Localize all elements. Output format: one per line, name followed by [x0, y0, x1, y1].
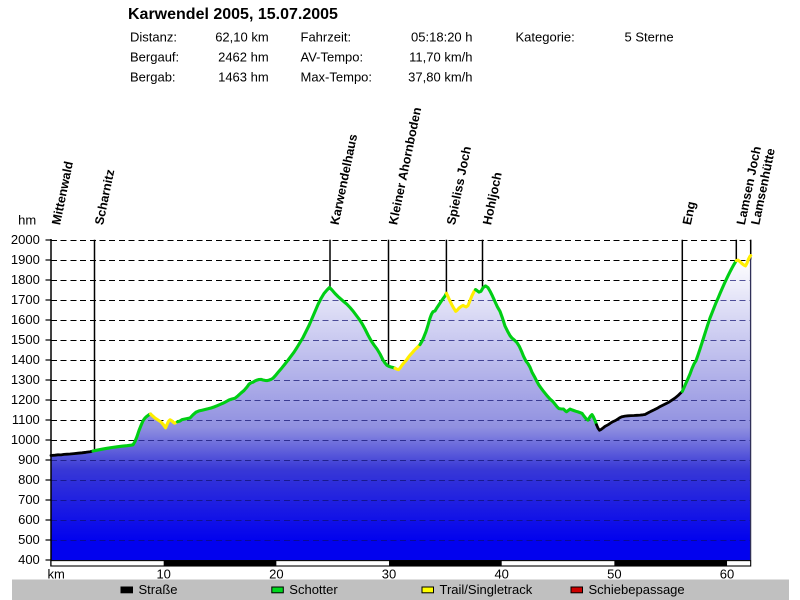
svg-text:5 Sterne: 5 Sterne: [625, 30, 674, 45]
svg-text:Schiebepassage: Schiebepassage: [589, 582, 685, 597]
svg-text:Eng: Eng: [680, 200, 698, 226]
svg-text:Bergauf:: Bergauf:: [130, 50, 179, 65]
svg-text:60: 60: [720, 567, 734, 582]
svg-text:05:18:20 h: 05:18:20 h: [411, 30, 472, 45]
svg-text:2000: 2000: [11, 232, 40, 247]
svg-text:1000: 1000: [11, 432, 40, 447]
svg-text:1600: 1600: [11, 312, 40, 327]
svg-text:Distanz:: Distanz:: [130, 30, 177, 45]
svg-text:Kategorie:: Kategorie:: [516, 30, 575, 45]
svg-text:1800: 1800: [11, 272, 40, 287]
svg-text:20: 20: [269, 567, 283, 582]
svg-text:30: 30: [382, 567, 396, 582]
svg-text:1300: 1300: [11, 372, 40, 387]
svg-text:62,10 km: 62,10 km: [215, 30, 268, 45]
svg-text:1463 hm: 1463 hm: [218, 70, 269, 85]
svg-text:km: km: [48, 567, 65, 582]
svg-text:Trail/Singletrack: Trail/Singletrack: [440, 582, 533, 597]
svg-text:800: 800: [18, 472, 40, 487]
svg-text:1100: 1100: [12, 412, 40, 427]
svg-text:40: 40: [494, 567, 508, 582]
svg-text:1400: 1400: [11, 352, 40, 367]
svg-text:Schotter: Schotter: [289, 582, 338, 597]
svg-text:AV-Tempo:: AV-Tempo:: [301, 50, 364, 65]
svg-text:400: 400: [18, 552, 40, 567]
svg-text:1900: 1900: [11, 252, 40, 267]
svg-text:10: 10: [156, 567, 170, 582]
svg-text:500: 500: [18, 532, 40, 547]
svg-text:1700: 1700: [11, 292, 40, 307]
svg-text:11,70 km/h: 11,70 km/h: [409, 50, 472, 65]
svg-text:1500: 1500: [11, 332, 40, 347]
svg-text:1200: 1200: [11, 392, 40, 407]
svg-text:Fahrzeit:: Fahrzeit:: [301, 30, 352, 45]
svg-text:Max-Tempo:: Max-Tempo:: [301, 70, 373, 85]
svg-text:Karwendel 2005, 15.07.2005: Karwendel 2005, 15.07.2005: [128, 6, 338, 23]
svg-text:hm: hm: [18, 213, 36, 228]
svg-text:2462 hm: 2462 hm: [218, 50, 269, 65]
svg-text:Bergab:: Bergab:: [130, 70, 176, 85]
svg-text:Straße: Straße: [139, 582, 178, 597]
svg-text:700: 700: [18, 492, 40, 507]
svg-text:900: 900: [18, 452, 40, 467]
svg-text:600: 600: [18, 512, 40, 527]
svg-text:37,80 km/h: 37,80 km/h: [408, 70, 472, 85]
svg-text:50: 50: [607, 567, 621, 582]
